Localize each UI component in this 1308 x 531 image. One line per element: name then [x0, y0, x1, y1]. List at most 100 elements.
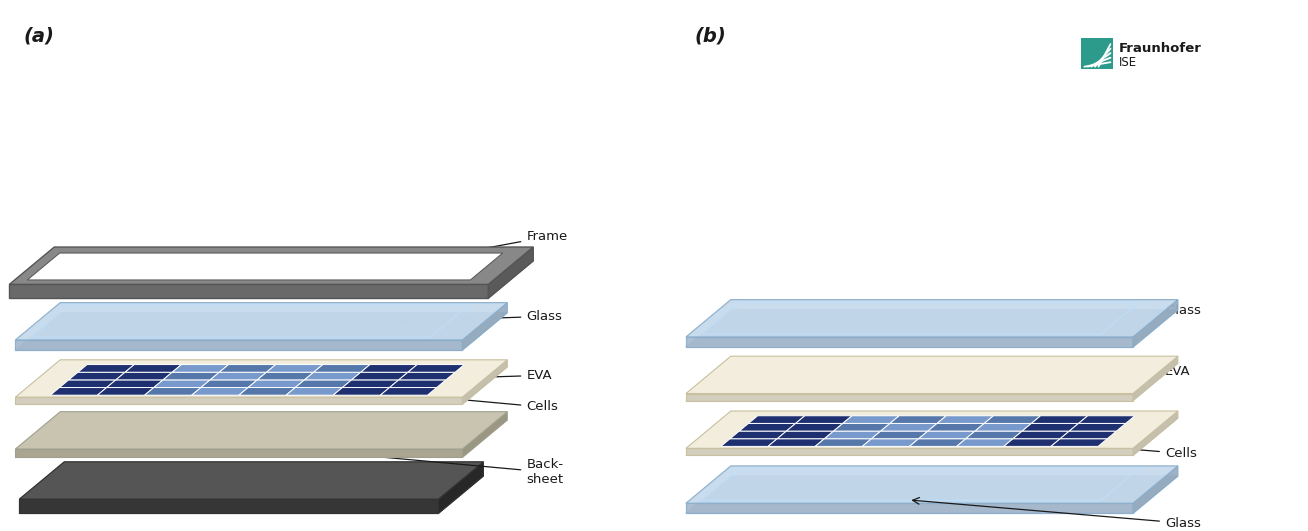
Polygon shape — [909, 439, 965, 447]
Text: (a): (a) — [24, 27, 54, 46]
Text: EVA: EVA — [997, 365, 1190, 381]
Polygon shape — [361, 365, 417, 372]
Polygon shape — [16, 367, 508, 404]
Polygon shape — [107, 380, 164, 388]
Polygon shape — [795, 416, 852, 423]
Polygon shape — [239, 388, 296, 395]
Polygon shape — [20, 476, 484, 513]
Polygon shape — [685, 393, 1133, 400]
Polygon shape — [399, 372, 455, 380]
Polygon shape — [9, 247, 534, 285]
Polygon shape — [154, 380, 211, 388]
Polygon shape — [768, 439, 824, 447]
Polygon shape — [974, 423, 1032, 431]
Polygon shape — [145, 388, 201, 395]
Polygon shape — [685, 476, 1179, 513]
Polygon shape — [126, 365, 182, 372]
Polygon shape — [390, 380, 446, 388]
Polygon shape — [824, 431, 880, 439]
Polygon shape — [488, 247, 534, 298]
Polygon shape — [305, 372, 361, 380]
Polygon shape — [815, 439, 871, 447]
Polygon shape — [173, 365, 229, 372]
Text: Back-
sheet: Back- sheet — [242, 442, 564, 486]
Polygon shape — [833, 423, 889, 431]
Polygon shape — [463, 360, 508, 404]
Polygon shape — [59, 380, 116, 388]
Text: ISE: ISE — [1120, 56, 1137, 69]
Polygon shape — [1133, 466, 1179, 513]
Polygon shape — [9, 285, 488, 298]
Bar — [1082, 38, 1113, 69]
Polygon shape — [334, 388, 390, 395]
Polygon shape — [16, 449, 463, 457]
Polygon shape — [463, 412, 508, 457]
Polygon shape — [1079, 416, 1135, 423]
Polygon shape — [249, 380, 305, 388]
Polygon shape — [78, 365, 135, 372]
Text: EVA: EVA — [327, 369, 552, 385]
Polygon shape — [965, 431, 1022, 439]
Polygon shape — [211, 372, 267, 380]
Polygon shape — [408, 365, 464, 372]
Polygon shape — [1133, 411, 1179, 456]
Polygon shape — [267, 365, 323, 372]
Polygon shape — [889, 416, 946, 423]
Polygon shape — [880, 423, 937, 431]
Text: Cells: Cells — [980, 434, 1197, 460]
Polygon shape — [314, 365, 370, 372]
Polygon shape — [50, 388, 107, 395]
Polygon shape — [1133, 299, 1179, 347]
Polygon shape — [16, 420, 508, 457]
Polygon shape — [16, 340, 463, 350]
Polygon shape — [685, 411, 1179, 448]
Polygon shape — [20, 462, 484, 499]
Text: Frame: Frame — [395, 230, 568, 267]
Polygon shape — [220, 365, 276, 372]
Text: Glass: Glass — [1016, 304, 1201, 323]
Polygon shape — [1070, 423, 1126, 431]
Polygon shape — [862, 439, 918, 447]
Polygon shape — [192, 388, 249, 395]
Polygon shape — [739, 423, 795, 431]
Polygon shape — [296, 380, 352, 388]
Polygon shape — [842, 416, 899, 423]
Polygon shape — [918, 431, 974, 439]
Polygon shape — [685, 418, 1179, 456]
Polygon shape — [164, 372, 220, 380]
Polygon shape — [748, 416, 804, 423]
Polygon shape — [721, 439, 777, 447]
Polygon shape — [1032, 416, 1088, 423]
Polygon shape — [777, 431, 833, 439]
Polygon shape — [1003, 439, 1059, 447]
Polygon shape — [16, 360, 508, 397]
Polygon shape — [1050, 439, 1108, 447]
Polygon shape — [786, 423, 842, 431]
Polygon shape — [352, 372, 408, 380]
Polygon shape — [201, 380, 258, 388]
Polygon shape — [16, 412, 508, 449]
Polygon shape — [438, 462, 484, 513]
Polygon shape — [16, 303, 508, 340]
Polygon shape — [16, 313, 508, 350]
Polygon shape — [927, 423, 984, 431]
Polygon shape — [1012, 431, 1070, 439]
Polygon shape — [381, 388, 437, 395]
Polygon shape — [116, 372, 173, 380]
Polygon shape — [97, 388, 154, 395]
Polygon shape — [685, 466, 1179, 503]
Polygon shape — [937, 416, 994, 423]
Polygon shape — [685, 337, 1133, 347]
Polygon shape — [730, 431, 786, 439]
Polygon shape — [685, 363, 1179, 400]
Polygon shape — [685, 299, 1179, 337]
Text: Cells: Cells — [310, 383, 559, 414]
Polygon shape — [984, 416, 1041, 423]
Polygon shape — [463, 303, 508, 350]
Text: Glass: Glass — [913, 498, 1201, 529]
Text: Glass: Glass — [345, 310, 562, 326]
Polygon shape — [9, 261, 534, 298]
Polygon shape — [343, 380, 399, 388]
Polygon shape — [69, 372, 126, 380]
Polygon shape — [685, 356, 1179, 393]
